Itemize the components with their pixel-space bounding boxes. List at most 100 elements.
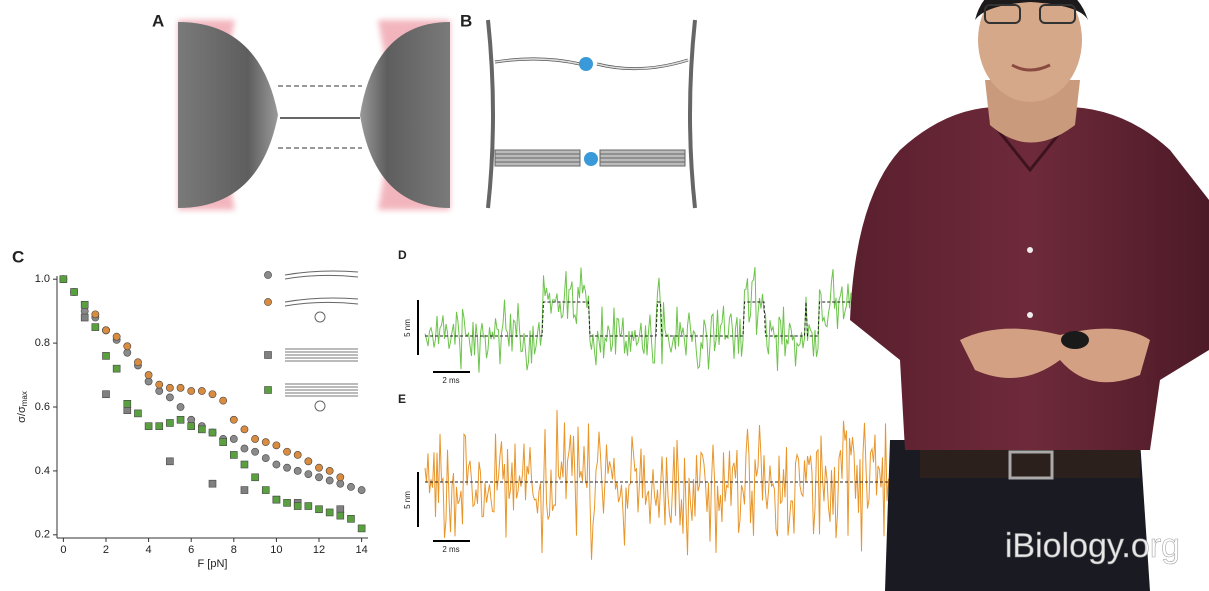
watermark: iBiology.org <box>1005 527 1180 565</box>
point <box>209 429 216 436</box>
scale-label: 5 nm <box>403 491 412 509</box>
x-tick-label: 2 <box>103 544 109 556</box>
x-tick-label: 4 <box>146 544 152 556</box>
y-axis-label-sub: max <box>20 391 29 406</box>
point <box>315 464 322 471</box>
legend-marker <box>265 387 272 394</box>
point <box>262 455 269 462</box>
point <box>316 506 323 513</box>
point <box>283 448 290 455</box>
point <box>156 381 163 388</box>
y-axis-label-main: σ/σ <box>16 406 28 423</box>
point <box>209 480 216 487</box>
x-tick-label: 12 <box>313 544 325 556</box>
screen: A B C 0.20.40.60.81.002468101214F [pN]σ/… <box>0 0 1209 591</box>
point <box>166 384 173 391</box>
panel-label: B <box>460 11 472 30</box>
trace <box>425 267 851 373</box>
x-tick-label: 10 <box>270 544 282 556</box>
point <box>124 407 131 414</box>
point <box>273 442 280 449</box>
point <box>358 525 365 532</box>
point <box>124 400 131 407</box>
y-tick-label: 0.8 <box>35 337 50 349</box>
point <box>337 474 344 481</box>
point <box>262 487 269 494</box>
point <box>102 352 109 359</box>
x-axis-label: F [pN] <box>198 558 228 570</box>
traces: D E 5 nm 2 ms 5 nm 2 ms <box>398 248 905 560</box>
point <box>188 416 195 423</box>
point <box>92 311 99 318</box>
point <box>241 487 248 494</box>
legend-icon <box>285 271 358 279</box>
point <box>230 416 237 423</box>
point <box>81 301 88 308</box>
point <box>102 327 109 334</box>
scale-label: 2 ms <box>442 376 459 385</box>
point <box>252 474 259 481</box>
point <box>102 391 109 398</box>
x-tick-label: 14 <box>355 544 367 556</box>
point <box>177 416 184 423</box>
panel-label: C <box>12 247 24 266</box>
panel-label: E <box>398 392 406 406</box>
point <box>113 365 120 372</box>
legend-icon <box>315 401 325 411</box>
point <box>337 512 344 519</box>
legend-marker <box>265 352 272 359</box>
y-axis-label: σ/σmax <box>16 391 29 423</box>
point <box>347 483 354 490</box>
point <box>326 509 333 516</box>
point <box>252 448 259 455</box>
point <box>145 371 152 378</box>
legend-marker <box>264 271 271 278</box>
panel-b: B <box>460 11 695 208</box>
point <box>220 439 227 446</box>
point <box>71 288 78 295</box>
point <box>294 451 301 458</box>
scale-label: 2 ms <box>442 545 459 554</box>
point <box>188 387 195 394</box>
presenter <box>850 0 1209 591</box>
point <box>220 397 227 404</box>
point <box>337 506 344 513</box>
point <box>166 458 173 465</box>
point <box>326 477 333 484</box>
legend-marker <box>264 298 271 305</box>
point <box>326 467 333 474</box>
point <box>166 394 173 401</box>
point <box>294 503 301 510</box>
x-tick-label: 8 <box>231 544 237 556</box>
scale-label: 5 nm <box>403 319 412 337</box>
point <box>294 467 301 474</box>
y-tick-label: 0.2 <box>35 529 50 541</box>
point <box>145 423 152 430</box>
point <box>305 458 312 465</box>
point <box>315 474 322 481</box>
y-tick-label: 0.4 <box>35 465 50 477</box>
point <box>241 445 248 452</box>
point <box>134 359 141 366</box>
point <box>134 410 141 417</box>
point <box>156 423 163 430</box>
point <box>252 435 259 442</box>
point <box>188 423 195 430</box>
point <box>305 470 312 477</box>
point <box>230 435 237 442</box>
point <box>305 503 312 510</box>
point <box>92 324 99 331</box>
point <box>177 384 184 391</box>
point <box>166 419 173 426</box>
point <box>284 499 291 506</box>
point <box>124 343 131 350</box>
point <box>81 314 88 321</box>
point <box>81 308 88 315</box>
point <box>209 391 216 398</box>
point <box>347 515 354 522</box>
point <box>177 403 184 410</box>
point <box>241 426 248 433</box>
panel-a: A <box>152 11 450 210</box>
x-tick-label: 6 <box>188 544 194 556</box>
